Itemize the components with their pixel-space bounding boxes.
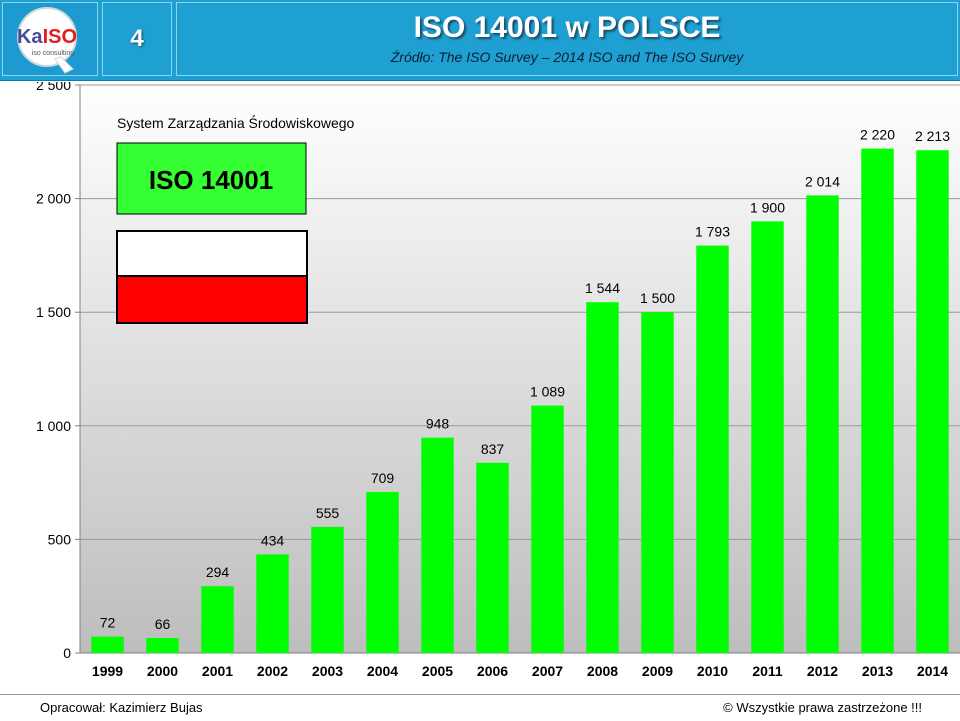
title-box: ISO 14001 w POLSCE Źródło: The ISO Surve…: [176, 2, 958, 76]
value-label-2004: 709: [371, 470, 395, 486]
y-tick-label: 1 000: [36, 418, 71, 434]
page-title: ISO 14001 w POLSCE: [413, 11, 721, 44]
bar-2004: [366, 491, 399, 653]
footer: Opracował: Kazimierz Bujas © Wszystkie p…: [0, 694, 960, 721]
value-label-2009: 1 500: [640, 290, 675, 306]
y-tick-label: 2 500: [36, 82, 71, 93]
value-label-2012: 2 014: [805, 173, 840, 189]
x-tick-label-2003: 2003: [312, 663, 343, 679]
x-axis-ticks: 1999 2000 2001 2002 2003 2004 2005 2006 2007 2008…: [92, 663, 948, 679]
value-label-2003: 555: [316, 505, 340, 521]
value-label-2007: 1 089: [530, 384, 565, 400]
bar-2009: [641, 312, 674, 653]
x-tick-label-2006: 2006: [477, 663, 508, 679]
x-tick-label-2010: 2010: [697, 663, 728, 679]
value-label-2011: 1 900: [750, 199, 785, 215]
x-tick-label-2013: 2013: [862, 663, 893, 679]
x-tick-label-2012: 2012: [807, 663, 838, 679]
bar-2012: [806, 195, 839, 653]
value-labels: 72 66 294 434 555 709 948 837 1 089 1 544 1 500 1 7…: [100, 127, 951, 632]
x-tick-label-2009: 2009: [642, 663, 673, 679]
footer-copyright: © Wszystkie prawa zastrzeżone !!!: [723, 700, 922, 715]
bars: [91, 148, 949, 653]
bar-2010: [696, 245, 729, 653]
value-label-2001: 294: [206, 564, 230, 580]
x-tick-label-2001: 2001: [202, 663, 233, 679]
footer-author: Opracował: Kazimierz Bujas: [40, 700, 203, 715]
bar-2005: [421, 437, 454, 653]
bar-2002: [256, 554, 289, 653]
value-label-2002: 434: [261, 532, 285, 548]
y-axis-ticks: 0 500 1 000 1 500 2 000 2 500: [36, 82, 80, 661]
bar-1999: [91, 636, 124, 653]
bar-2011: [751, 221, 784, 653]
bar-2000: [146, 638, 179, 653]
value-label-1999: 72: [100, 615, 116, 631]
iso-badge-label: ISO 14001: [149, 165, 273, 195]
x-tick-label-2011: 2011: [752, 663, 783, 679]
y-tick-label: 1 500: [36, 304, 71, 320]
x-tick-label-2005: 2005: [422, 663, 453, 679]
value-label-2006: 837: [481, 441, 505, 457]
y-tick-label: 0: [63, 645, 71, 661]
value-label-2013: 2 220: [860, 127, 895, 143]
value-label-2010: 1 793: [695, 224, 730, 240]
logo-subtext: iso consulting: [32, 50, 75, 57]
logo-text-iso: ISO: [43, 26, 77, 48]
x-tick-label-2004: 2004: [367, 663, 398, 679]
iso-badge: [116, 142, 307, 215]
bar-2006: [476, 462, 509, 653]
value-label-2005: 948: [426, 416, 450, 432]
bar-2003: [311, 526, 344, 653]
kaiso-logo-icon: KaISO iso consulting: [17, 7, 77, 74]
header-bar: KaISO iso consulting 4 ISO 14001 w POLSC…: [0, 0, 960, 81]
page-subtitle: Źródło: The ISO Survey – 2014 ISO and Th…: [390, 49, 744, 65]
legend-caption: System Zarządzania Środowiskowego: [117, 114, 355, 131]
y-tick-label: 500: [48, 531, 72, 547]
x-tick-label-2000: 2000: [147, 663, 178, 679]
x-tick-label-2007: 2007: [532, 663, 563, 679]
bar-chart: 0 500 1 000 1 500 2 000 2 500 72 66 294 434 555 70…: [36, 82, 960, 679]
poland-flag-red: [116, 275, 308, 324]
x-tick-label-2008: 2008: [587, 663, 618, 679]
svg-text:KaISO: KaISO: [17, 26, 77, 48]
value-label-2008: 1 544: [585, 280, 620, 296]
value-label-2000: 66: [155, 616, 171, 632]
poland-flag-white: [116, 230, 308, 277]
x-tick-label-2002: 2002: [257, 663, 288, 679]
x-tick-label-1999: 1999: [92, 663, 123, 679]
logo: KaISO iso consulting: [2, 2, 98, 76]
y-tick-label: 2 000: [36, 191, 71, 207]
value-label-2014: 2 213: [915, 128, 950, 144]
bar-2001: [201, 586, 234, 653]
logo-text-ka: Ka: [17, 26, 43, 48]
slide-number: 4: [130, 25, 144, 52]
bar-2014: [916, 150, 949, 653]
bar-2013: [861, 148, 894, 653]
bar-2008: [586, 302, 619, 653]
x-tick-label-2014: 2014: [917, 663, 948, 679]
bar-2007: [531, 405, 564, 653]
slide-number-box: 4: [102, 2, 172, 76]
